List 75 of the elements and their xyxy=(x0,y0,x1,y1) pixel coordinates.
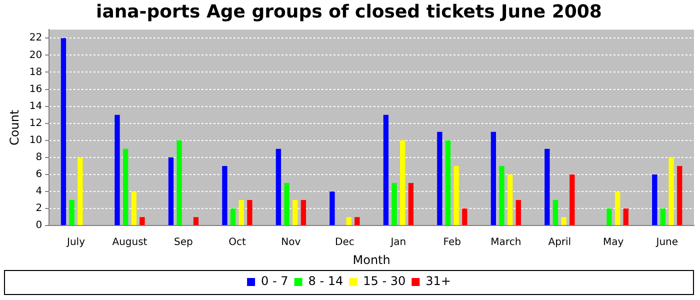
bar xyxy=(490,132,496,226)
bar xyxy=(193,217,199,226)
x-tick-label: Sep xyxy=(174,237,193,248)
x-tick-label: April xyxy=(548,237,572,248)
bar xyxy=(247,200,252,226)
legend-label: 31+ xyxy=(426,274,451,288)
y-tick-label: 14 xyxy=(29,100,42,112)
bar xyxy=(140,217,145,226)
bar xyxy=(354,217,360,226)
bar xyxy=(78,157,83,226)
x-tick-label: Dec xyxy=(335,237,354,248)
x-tick-label: Jan xyxy=(390,237,406,248)
bar xyxy=(168,157,174,226)
bar xyxy=(623,208,628,226)
y-tick-label: 8 xyxy=(36,152,42,164)
x-tick-label: March xyxy=(490,237,522,248)
bar xyxy=(69,200,74,226)
bar xyxy=(292,200,298,226)
legend-label: 15 - 30 xyxy=(363,274,406,288)
bar xyxy=(552,200,558,226)
bar xyxy=(454,166,459,226)
y-tick-label: 22 xyxy=(29,32,42,44)
x-axis-title: Month xyxy=(352,252,390,267)
bar xyxy=(300,200,306,226)
y-tick-label: 6 xyxy=(36,169,42,180)
bar xyxy=(561,217,566,226)
bar xyxy=(677,166,682,226)
legend-label: 8 - 14 xyxy=(308,274,344,288)
x-tick-label: August xyxy=(112,237,148,248)
bar xyxy=(122,148,128,226)
y-tick-label: 12 xyxy=(29,118,42,129)
bar xyxy=(660,208,666,226)
bar xyxy=(230,208,236,226)
bar xyxy=(499,166,504,226)
bar xyxy=(606,208,612,226)
chart-title: iana-ports Age groups of closed tickets June 2008 xyxy=(96,1,602,22)
bar xyxy=(284,182,290,226)
bar xyxy=(276,148,282,226)
y-tick-label: 18 xyxy=(29,66,42,78)
bar xyxy=(114,114,120,226)
bar xyxy=(176,140,182,226)
bar xyxy=(238,200,244,226)
bar xyxy=(516,200,521,226)
bar xyxy=(330,192,335,226)
bar xyxy=(222,166,228,226)
bar xyxy=(392,182,397,226)
x-tick-label: June xyxy=(655,237,678,248)
bar xyxy=(408,182,414,226)
x-tick-label: Nov xyxy=(281,237,301,248)
bar xyxy=(400,140,406,226)
bar xyxy=(668,157,674,226)
bar xyxy=(462,208,468,226)
bar xyxy=(383,114,389,226)
bar xyxy=(652,174,658,226)
legend-label: 0 - 7 xyxy=(261,274,288,288)
y-tick-label: 20 xyxy=(29,50,42,61)
x-tick-label: Oct xyxy=(228,237,246,248)
x-tick-label: July xyxy=(66,237,86,248)
bar xyxy=(614,192,620,226)
y-tick-label: 4 xyxy=(36,186,42,198)
y-tick-label: 0 xyxy=(36,220,42,232)
bar xyxy=(544,148,550,226)
x-tick-label: May xyxy=(603,237,624,248)
y-tick-label: 10 xyxy=(29,134,42,146)
bar xyxy=(346,217,352,226)
bar xyxy=(437,132,442,226)
bar xyxy=(507,174,513,226)
y-tick-label: 2 xyxy=(36,203,42,214)
y-axis-title: Count xyxy=(7,109,22,146)
bar xyxy=(570,174,575,226)
x-tick-label: Feb xyxy=(443,237,462,248)
y-tick-label: 16 xyxy=(29,84,42,95)
bar xyxy=(131,192,136,226)
bar xyxy=(60,38,66,226)
bar xyxy=(445,140,451,226)
